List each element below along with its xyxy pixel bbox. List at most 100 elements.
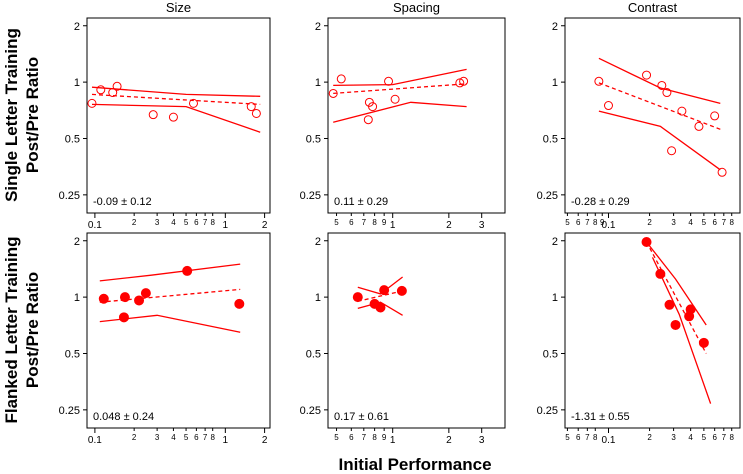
x-tick-label: 8: [210, 218, 215, 227]
data-point: [246, 102, 256, 112]
x-tick-label: 7: [722, 218, 727, 227]
data-point: [108, 88, 118, 98]
x-tick-label: 6: [194, 433, 199, 442]
data-point: [234, 298, 245, 309]
y-tick-label: 0.5: [65, 348, 80, 360]
data-point: [379, 285, 390, 296]
x-tick-label: 7: [203, 433, 208, 442]
annotation: 0.17 ± 0.61: [334, 411, 389, 423]
x-tick-label: 6: [194, 218, 199, 227]
y-tick-label: 1: [74, 77, 80, 89]
data-point: [134, 295, 145, 306]
y-tick-label: 0.25: [537, 405, 558, 417]
x-tick-label: 6: [576, 433, 581, 442]
x-tick-label: 7: [362, 433, 367, 442]
y-tick-label: 0.25: [537, 190, 558, 202]
panel-title: Size: [166, 0, 191, 15]
data-point: [352, 292, 363, 303]
confidence-band: [91, 86, 261, 97]
data-point: [594, 76, 604, 86]
data-point: [375, 302, 386, 313]
x-tick-label: 3: [479, 220, 485, 231]
plot-frame: [327, 232, 506, 429]
data-point: [251, 108, 261, 118]
annotation: 0.11 ± 0.29: [334, 196, 388, 208]
confidence-band: [99, 263, 241, 282]
x-tick-label: 5: [565, 218, 570, 227]
data-point: [363, 115, 373, 125]
y-tick-label: 0.5: [306, 348, 321, 360]
x-tick-label: 4: [171, 433, 176, 442]
confidence-band: [645, 241, 707, 326]
y-tick-label: 2: [315, 21, 321, 33]
y-tick-label: 0.5: [65, 133, 80, 145]
y-tick-label: 1: [552, 292, 558, 304]
data-point: [336, 74, 346, 84]
y-tick-label: 0.25: [59, 405, 80, 417]
x-tick-label: 9: [600, 218, 605, 227]
y-tick-label: 0.25: [300, 405, 321, 417]
data-point: [118, 312, 129, 323]
panel-title: Contrast: [628, 0, 678, 15]
x-tick-label: 0.1: [602, 220, 616, 231]
x-tick-label: 8: [372, 218, 377, 227]
y-tick-label: 2: [74, 21, 80, 33]
data-point: [368, 102, 378, 112]
plot-frame: [86, 232, 271, 429]
row-label: Post/Pre Ratio: [23, 57, 42, 173]
x-tick-label: 5: [184, 433, 189, 442]
x-tick-label: 2: [132, 433, 137, 442]
y-tick-label: 0.25: [59, 190, 80, 202]
x-tick-label: 3: [479, 435, 485, 446]
x-tick-label: 6: [712, 218, 717, 227]
data-point: [98, 293, 109, 304]
x-tick-label: 8: [593, 433, 598, 442]
x-tick-label: 1: [390, 435, 396, 446]
x-tick-label: 6: [576, 218, 581, 227]
data-point: [642, 70, 652, 80]
data-point: [641, 236, 652, 247]
plot-frame: [86, 17, 271, 214]
y-tick-label: 2: [315, 236, 321, 248]
annotation: -0.28 ± 0.29: [571, 196, 630, 208]
x-tick-label: 3: [671, 433, 676, 442]
data-point: [710, 111, 720, 121]
confidence-band: [333, 101, 467, 123]
x-tick-label: 0.1: [88, 220, 102, 231]
data-point: [112, 81, 122, 91]
data-point: [396, 285, 407, 296]
y-tick-label: 1: [315, 292, 321, 304]
data-point: [182, 265, 193, 276]
data-point: [384, 76, 394, 86]
x-tick-label: 5: [702, 218, 707, 227]
x-tick-label: 4: [688, 433, 693, 442]
data-point: [717, 167, 727, 177]
x-tick-label: 8: [729, 433, 734, 442]
x-tick-label: 5: [702, 433, 707, 442]
x-tick-label: 6: [349, 218, 354, 227]
data-point: [168, 112, 178, 122]
y-tick-label: 0.25: [300, 190, 321, 202]
x-tick-label: 1: [390, 220, 396, 231]
fit-line: [645, 241, 707, 354]
data-point: [662, 88, 672, 98]
row-label: Single Letter Training: [2, 28, 21, 202]
data-point: [140, 288, 151, 299]
y-tick-label: 1: [74, 292, 80, 304]
y-tick-label: 2: [74, 236, 80, 248]
x-tick-label: 9: [382, 433, 387, 442]
x-tick-label: 3: [671, 218, 676, 227]
x-tick-label: 7: [203, 218, 208, 227]
x-tick-label: 4: [171, 218, 176, 227]
x-tick-label: 6: [712, 433, 717, 442]
y-tick-label: 0.5: [543, 348, 558, 360]
x-tick-label: 5: [334, 433, 339, 442]
y-tick-label: 1: [315, 77, 321, 89]
x-tick-label: 7: [585, 218, 590, 227]
data-point: [657, 80, 667, 90]
data-point: [655, 268, 666, 279]
annotation: -0.09 ± 0.12: [93, 196, 152, 208]
x-tick-label: 7: [722, 433, 727, 442]
data-point: [677, 106, 687, 116]
data-point: [87, 98, 97, 108]
